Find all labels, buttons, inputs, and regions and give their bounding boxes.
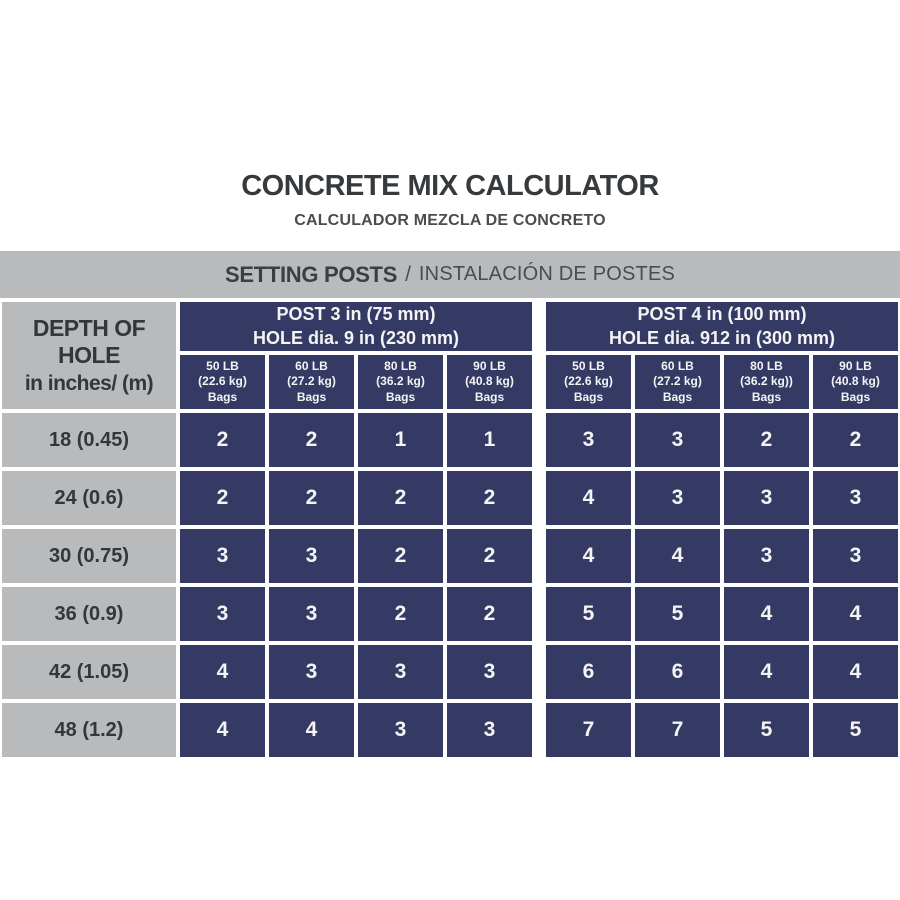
bags-cell: 4 (635, 529, 720, 583)
bags-cell: 3 (813, 529, 898, 583)
bags-cell: 5 (813, 703, 898, 757)
bags-cell: 1 (358, 413, 443, 467)
section-title-en: SETTING POSTS (224, 261, 398, 287)
section-band: SETTING POSTS / INSTALACIÓN DE POSTES (0, 251, 900, 298)
bags-cell: 4 (813, 587, 898, 641)
row-header-cell: DEPTH OF HOLE in inches/ (m) (2, 302, 176, 409)
page-title: CONCRETE MIX CALCULATOR (241, 170, 659, 202)
bags-cell: 4 (269, 703, 354, 757)
bags-cell: 3 (269, 645, 354, 699)
bags-cell: 3 (358, 645, 443, 699)
group-header-post-4in: POST 4 in (100 mm) HOLE dia. 912 in (300… (546, 302, 898, 351)
section-title-es: INSTALACIÓN DE POSTES (418, 263, 676, 285)
row-label: 42 (1.05) (2, 645, 176, 699)
bags-cell: 3 (813, 471, 898, 525)
bags-cell: 3 (358, 703, 443, 757)
bags-cell: 3 (180, 587, 265, 641)
bags-cell: 2 (447, 587, 532, 641)
bags-cell: 4 (546, 529, 631, 583)
bags-cell: 2 (269, 471, 354, 525)
bags-cell: 4 (813, 645, 898, 699)
column-header-50lb-post4: 50 LB (22.6 kg) Bags (546, 355, 631, 409)
column-header-60lb-post3: 60 LB (27.2 kg) Bags (269, 355, 354, 409)
row-label: 24 (0.6) (2, 471, 176, 525)
column-header-50lb-post3: 50 LB (22.6 kg) Bags (180, 355, 265, 409)
bags-cell: 2 (447, 471, 532, 525)
bags-cell: 3 (546, 413, 631, 467)
bags-cell: 3 (447, 703, 532, 757)
bags-cell: 4 (180, 703, 265, 757)
bags-cell: 2 (358, 471, 443, 525)
column-header-90lb-post3: 90 LB (40.8 kg) Bags (447, 355, 532, 409)
bags-cell: 5 (546, 587, 631, 641)
bags-cell: 3 (635, 471, 720, 525)
page-subtitle: CALCULADOR MEZCLA DE CONCRETO (294, 212, 606, 229)
bags-cell: 4 (546, 471, 631, 525)
column-header-90lb-post4: 90 LB (40.8 kg) Bags (813, 355, 898, 409)
concrete-mix-table: DEPTH OF HOLE in inches/ (m) POST 3 in (… (2, 302, 898, 757)
row-label: 36 (0.9) (2, 587, 176, 641)
bags-cell: 3 (724, 529, 809, 583)
bags-cell: 2 (269, 413, 354, 467)
bags-cell: 7 (635, 703, 720, 757)
bags-cell: 3 (724, 471, 809, 525)
bags-cell: 3 (269, 587, 354, 641)
bags-cell: 6 (546, 645, 631, 699)
bags-cell: 3 (180, 529, 265, 583)
row-header-line1: DEPTH OF HOLE (32, 315, 146, 368)
bags-cell: 4 (724, 587, 809, 641)
column-header-60lb-post4: 60 LB (27.2 kg) Bags (635, 355, 720, 409)
bags-cell: 2 (813, 413, 898, 467)
row-label: 18 (0.45) (2, 413, 176, 467)
bags-cell: 2 (180, 471, 265, 525)
column-header-80lb-post3: 80 LB (36.2 kg) Bags (358, 355, 443, 409)
bags-cell: 2 (358, 529, 443, 583)
bags-cell: 2 (358, 587, 443, 641)
group-header-post-3in: POST 3 in (75 mm) HOLE dia. 9 in (230 mm… (180, 302, 532, 351)
row-header-line2: in inches/ (m) (24, 372, 154, 395)
bags-cell: 3 (269, 529, 354, 583)
section-separator: / (405, 262, 411, 286)
bags-cell: 5 (724, 703, 809, 757)
bags-cell: 2 (180, 413, 265, 467)
bags-cell: 2 (724, 413, 809, 467)
bags-cell: 1 (447, 413, 532, 467)
column-header-80lb-post4: 80 LB (36.2 kg)) Bags (724, 355, 809, 409)
bags-cell: 3 (447, 645, 532, 699)
bags-cell: 2 (447, 529, 532, 583)
bags-cell: 4 (180, 645, 265, 699)
bags-cell: 5 (635, 587, 720, 641)
bags-cell: 7 (546, 703, 631, 757)
bags-cell: 6 (635, 645, 720, 699)
bags-cell: 3 (635, 413, 720, 467)
row-label: 48 (1.2) (2, 703, 176, 757)
row-label: 30 (0.75) (2, 529, 176, 583)
bags-cell: 4 (724, 645, 809, 699)
